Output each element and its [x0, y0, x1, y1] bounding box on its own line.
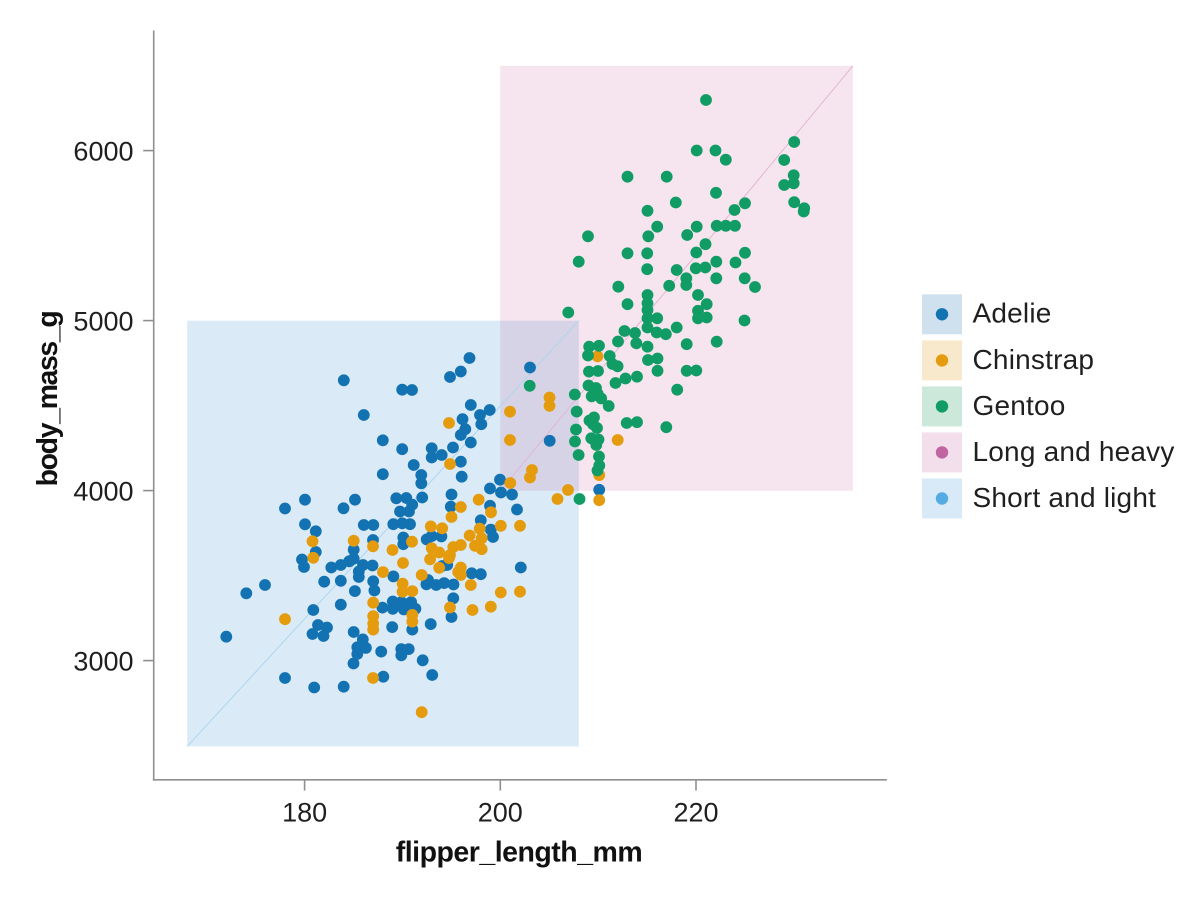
svg-text:Long and heavy: Long and heavy [973, 436, 1175, 467]
svg-text:5000: 5000 [73, 306, 133, 336]
svg-text:4000: 4000 [73, 476, 133, 506]
svg-text:Short and light: Short and light [973, 482, 1157, 513]
svg-text:6000: 6000 [73, 136, 133, 166]
svg-text:220: 220 [673, 798, 718, 828]
svg-text:flipper_length_mm: flipper_length_mm [396, 836, 642, 868]
svg-text:Gentoo: Gentoo [973, 390, 1066, 421]
svg-text:200: 200 [478, 798, 523, 828]
svg-text:Adelie: Adelie [973, 298, 1052, 329]
svg-text:Chinstrap: Chinstrap [973, 344, 1095, 375]
svg-text:body_mass_g: body_mass_g [32, 312, 64, 487]
svg-text:3000: 3000 [73, 646, 133, 676]
svg-text:180: 180 [282, 798, 327, 828]
